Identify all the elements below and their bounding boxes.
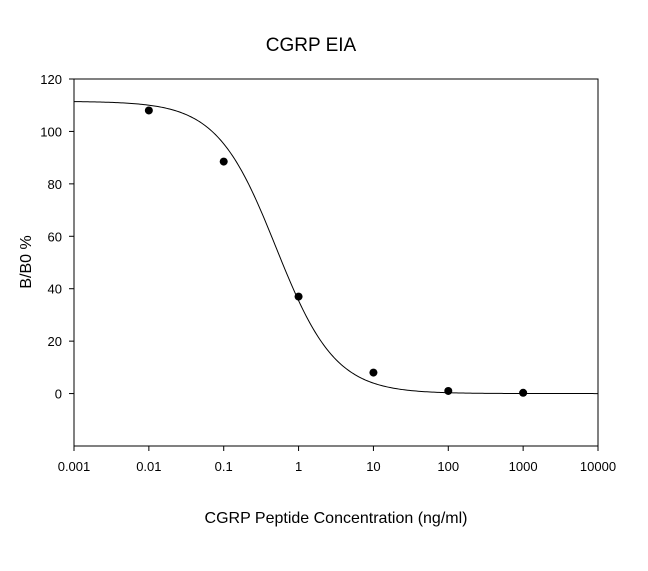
y-tick-label: 120 [40,72,62,87]
x-tick-label: 10 [366,459,380,474]
x-tick-label: 1000 [509,459,538,474]
y-axis-label: B/B0 % [18,235,35,288]
data-point [444,386,453,395]
fit-curve [73,101,598,395]
y-axis: 0 20 40 60 80 100 120 [40,72,74,402]
y-tick-label: 20 [48,334,62,349]
x-tick-label: 10000 [580,459,616,474]
data-point [144,106,153,115]
x-tick-label: 0.1 [215,459,233,474]
x-tick-label: 0.001 [58,459,91,474]
data-point [369,368,378,377]
chart-title: CGRP EIA [266,35,357,56]
data-point [294,292,303,301]
data-points [144,106,528,397]
y-tick-label: 40 [48,282,62,297]
x-tick-label: 0.01 [136,459,161,474]
x-tick-label: 100 [437,459,459,474]
y-tick-label: 60 [48,229,62,244]
x-tick-label: 1 [295,459,302,474]
data-point [519,388,528,397]
x-axis: 0.001 0.01 0.1 1 10 100 1000 10000 [58,446,616,474]
y-tick-label: 0 [55,387,62,402]
plot-area-frame [73,78,599,447]
data-point [219,157,228,166]
y-tick-label: 100 [40,124,62,139]
y-tick-label: 80 [48,177,62,192]
x-axis-label: CGRP Peptide Concentration (ng/ml) [205,510,468,527]
